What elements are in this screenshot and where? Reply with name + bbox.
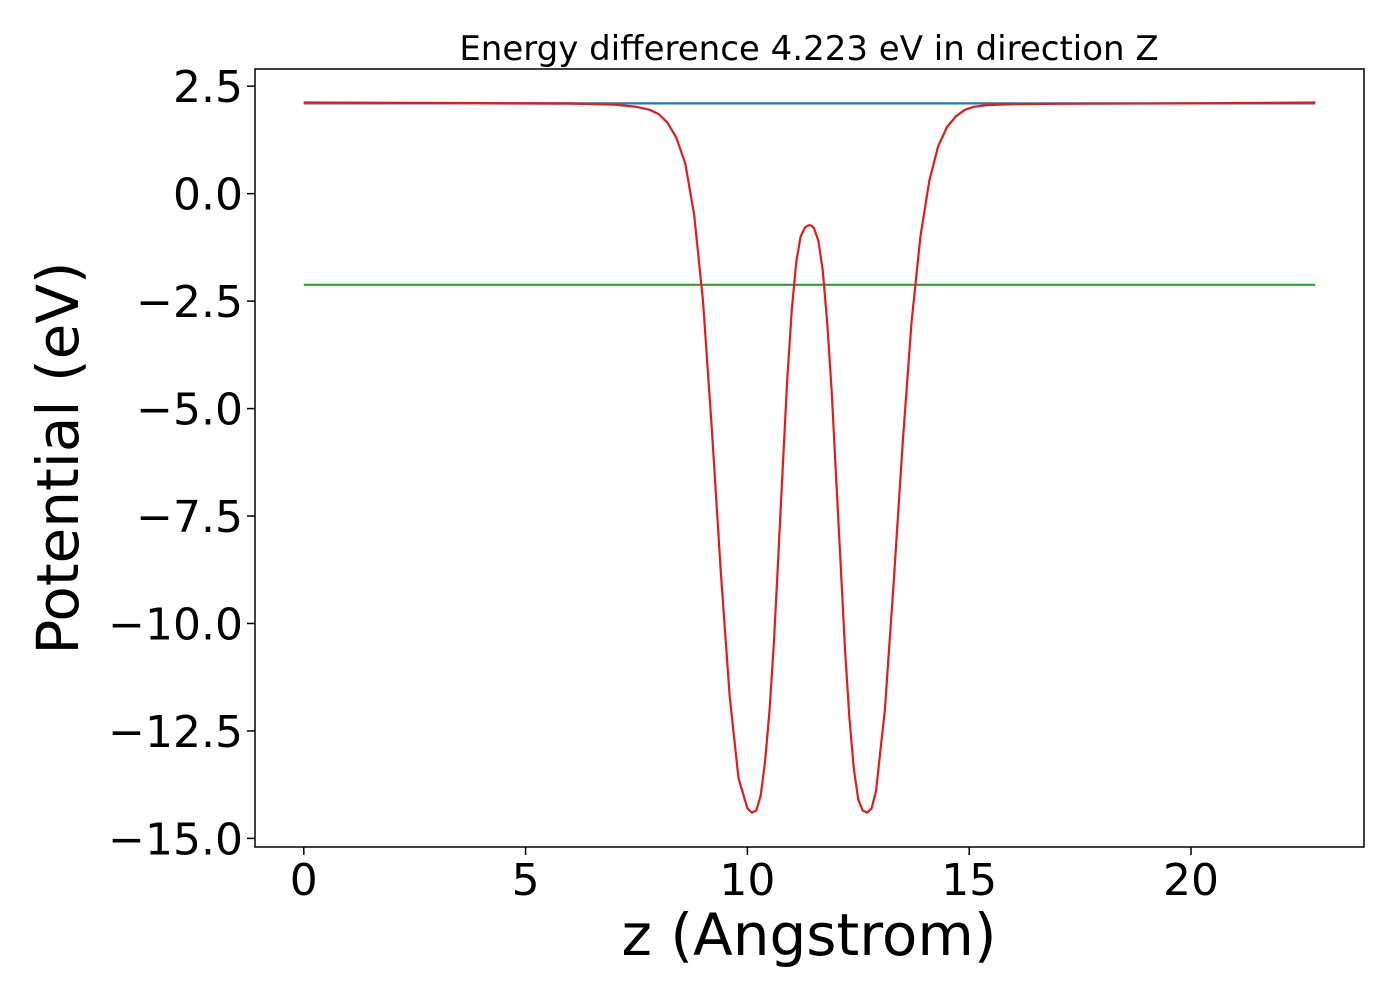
x-tick-label: 15 bbox=[941, 855, 997, 906]
y-tick-label: 0.0 bbox=[173, 170, 243, 221]
y-tick-label: −12.5 bbox=[108, 707, 243, 758]
y-tick-label: −2.5 bbox=[136, 277, 243, 328]
y-tick-label: −15.0 bbox=[108, 814, 243, 865]
y-axis-label: Potential (eV) bbox=[24, 261, 92, 654]
y-tick-label: 2.5 bbox=[173, 62, 243, 113]
x-tick-label: 10 bbox=[719, 855, 775, 906]
x-tick-label: 0 bbox=[290, 855, 318, 906]
chart-title: Energy difference 4.223 eV in direction … bbox=[459, 29, 1158, 69]
y-tick-label: −10.0 bbox=[108, 599, 243, 650]
x-tick-label: 5 bbox=[512, 855, 540, 906]
x-tick-label: 20 bbox=[1163, 855, 1219, 906]
series-line-4 bbox=[303, 101, 1316, 814]
y-axis-ticks: 2.5 0.0 −2.5 −5.0 −7.5 −10.0 −12.5 −15.0 bbox=[108, 62, 255, 865]
y-tick-label: −5.0 bbox=[136, 385, 243, 436]
x-axis-ticks: 0 5 10 15 20 bbox=[290, 847, 1219, 906]
x-axis-label: z (Angstrom) bbox=[622, 901, 997, 969]
y-tick-label: −7.5 bbox=[136, 492, 243, 543]
plot-area-frame bbox=[254, 68, 1365, 848]
series-layer bbox=[303, 101, 1316, 814]
